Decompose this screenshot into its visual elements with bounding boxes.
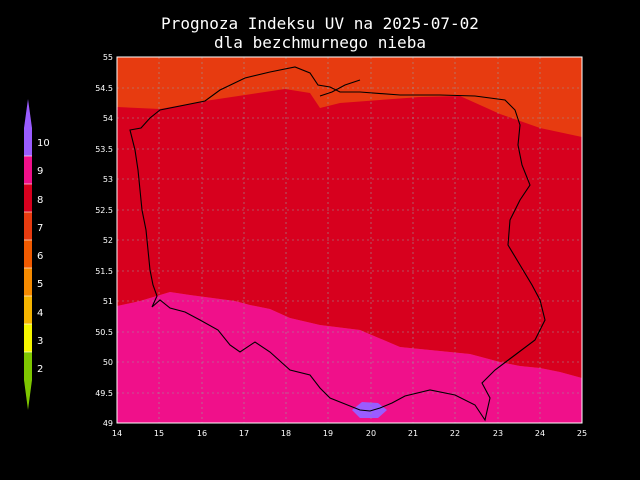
legend-label: 3 [37,336,43,347]
x-axis: 14 15 16 17 18 19 20 21 22 23 24 25 [112,429,587,438]
y-tick-label: 52.5 [95,206,113,215]
uv-legend: 10 9 8 7 6 5 4 3 2 [24,99,50,410]
y-tick-label: 50.5 [95,328,113,337]
legend-separators [24,155,32,353]
legend-swatch [24,268,32,296]
uv-zone-10 [352,402,387,418]
x-tick-label: 24 [535,429,545,438]
x-tick-label: 19 [323,429,333,438]
y-tick-label: 53.5 [95,145,113,154]
y-tick-label: 49.5 [95,389,113,398]
legend-arrow-top [24,99,32,128]
gridlines [117,57,582,423]
y-axis: 49 49.5 50 50.5 51 51.5 52 52.5 53 53.5 … [95,53,113,428]
y-tick-label: 50 [103,358,113,367]
map-subtitle: dla bezchmurnego nieba [214,33,426,52]
map-plot-area [116,56,583,424]
x-tick-label: 20 [366,429,376,438]
y-tick-label: 54.5 [95,84,113,93]
y-tick-label: 52 [103,236,113,245]
legend-swatch [24,324,32,352]
legend-swatch [24,156,32,184]
x-tick-label: 14 [112,429,122,438]
vistula-spit [319,79,361,97]
x-tick-label: 25 [577,429,587,438]
legend-swatch [24,240,32,268]
uv-zone-8 [117,89,582,378]
legend-label: 4 [37,308,43,319]
x-tick-label: 23 [493,429,503,438]
legend-label: 7 [37,223,43,234]
legend-label: 9 [37,166,43,177]
y-tick-label: 51.5 [95,267,113,276]
map-frame [116,56,583,424]
legend-label: 5 [37,279,43,290]
x-tick-label: 22 [450,429,460,438]
map-title: Prognoza Indeksu UV na 2025-07-02 [161,14,479,33]
x-tick-label: 15 [154,429,164,438]
legend-label: 6 [37,251,43,262]
y-tick-label: 55 [103,53,113,62]
x-tick-label: 16 [197,429,207,438]
x-tick-label: 21 [408,429,418,438]
legend-swatch [24,212,32,240]
legend-swatch [24,352,32,380]
x-tick-label: 17 [239,429,249,438]
legend-swatch [24,296,32,324]
legend-label: 2 [37,364,43,375]
y-tick-label: 49 [103,419,113,428]
y-tick-label: 53 [103,175,113,184]
x-tick-label: 18 [281,429,291,438]
y-tick-label: 54 [103,114,113,123]
y-tick-label: 51 [103,297,113,306]
legend-swatch [24,184,32,212]
legend-label: 10 [37,138,50,149]
legend-arrow-bottom [24,380,32,410]
legend-swatch [24,128,32,156]
poland-border [129,66,546,422]
uv-zone-9 [117,292,582,423]
legend-label: 8 [37,195,43,206]
